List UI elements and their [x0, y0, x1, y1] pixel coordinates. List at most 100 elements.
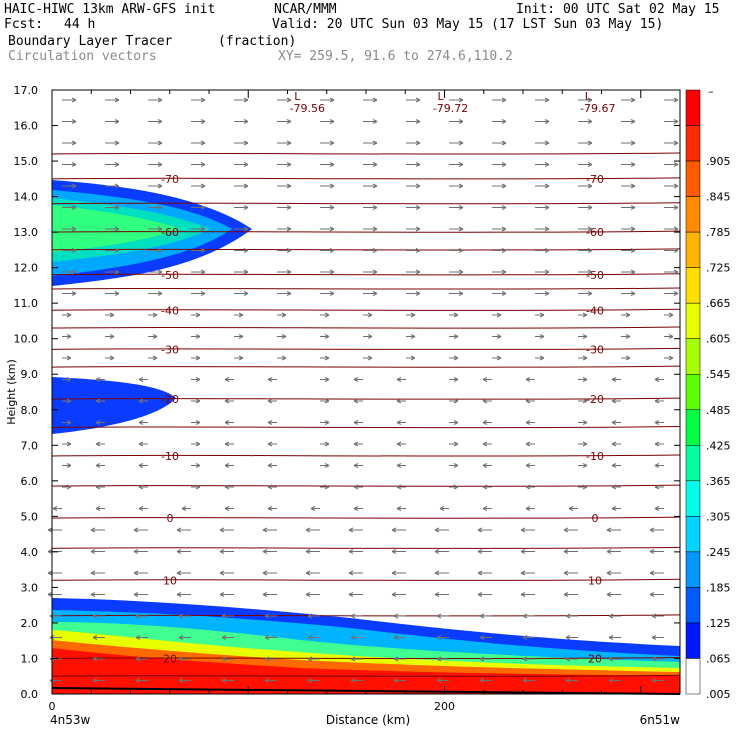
vector-arrowhead: [138, 398, 144, 404]
vector-arrowhead: [133, 570, 139, 576]
vector-arrowhead: [324, 377, 330, 382]
y-tick-label: 3.0: [21, 581, 39, 594]
contour-label: 20: [163, 652, 177, 665]
contour-label: -60: [586, 226, 604, 239]
vector-arrowhead: [92, 613, 98, 619]
vector-arrowhead: [350, 613, 356, 619]
vector-arrowhead: [267, 463, 273, 468]
vector-arrowhead: [71, 205, 77, 210]
vector-arrowhead: [66, 484, 72, 490]
vector-arrowhead: [281, 334, 287, 339]
contour-line: [51, 426, 681, 429]
vector-arrowhead: [522, 656, 528, 662]
vector-arrowhead: [367, 355, 373, 361]
vector-arrowhead: [458, 248, 464, 253]
vector-arrowhead: [66, 441, 72, 447]
vector-arrowhead: [90, 549, 96, 554]
vector-arrowhead: [243, 140, 249, 146]
contour-line: [51, 152, 681, 155]
vector-arrowhead: [243, 97, 249, 103]
vector-arrowhead: [224, 463, 230, 468]
vector-arrowhead: [649, 549, 655, 554]
vector-arrowhead: [114, 291, 120, 296]
vector-arrowhead: [195, 312, 201, 318]
vector-arrowhead: [479, 656, 485, 662]
vector-arrowhead: [329, 269, 335, 275]
vector-arrowhead: [587, 183, 593, 189]
vector-arrowhead: [458, 162, 464, 167]
colorbar-swatch: [685, 445, 701, 482]
vector-arrowhead: [135, 656, 141, 662]
vector-arrowhead: [66, 312, 72, 318]
vector-arrowhead: [286, 248, 292, 253]
vector-arrowhead: [90, 592, 96, 597]
vector-arrowhead: [281, 312, 287, 318]
vector-arrowhead: [436, 656, 442, 662]
vector-arrowhead: [539, 355, 545, 361]
vector-arrowhead: [587, 119, 593, 124]
vector-arrowhead: [563, 570, 569, 576]
vector-arrowhead: [109, 312, 115, 318]
vector-arrowhead: [625, 334, 631, 339]
vector-arrowhead: [501, 226, 507, 232]
vector-arrowhead: [649, 527, 655, 533]
vector-arrowhead: [544, 162, 550, 167]
vector-arrowhead: [608, 678, 614, 683]
vector-arrowhead: [520, 549, 526, 554]
vector-arrowhead: [630, 205, 636, 210]
contour-label: 10: [163, 574, 177, 587]
vector-arrowhead: [305, 592, 311, 597]
vector-arrowhead: [606, 527, 612, 533]
vector-arrowhead: [243, 119, 249, 124]
vector-arrowhead: [434, 592, 440, 597]
vector-arrowhead: [324, 312, 330, 318]
vector-arrowhead: [608, 613, 614, 619]
vector-arrowhead: [649, 592, 655, 597]
vector-arrowhead: [135, 678, 141, 683]
mid-tracer-blue: [52, 377, 176, 434]
vector-arrowhead: [453, 334, 459, 339]
vector-arrowhead: [329, 226, 335, 232]
vector-arrowhead: [157, 162, 163, 167]
vector-arrowhead: [95, 377, 101, 382]
vector-arrowhead: [654, 506, 660, 511]
vector-arrowhead: [396, 377, 402, 382]
vector-arrowhead: [219, 570, 225, 576]
vector-arrowhead: [630, 97, 636, 103]
vector-arrowhead: [95, 441, 101, 447]
vector-arrowhead: [224, 420, 230, 425]
vector-arrowhead: [434, 549, 440, 554]
contour-label: -60: [161, 226, 179, 239]
vector-arrowhead: [565, 635, 571, 640]
vector-arrowhead: [563, 592, 569, 597]
vector-arrowhead: [138, 506, 144, 511]
vector-arrowhead: [224, 506, 230, 511]
vector-arrowhead: [479, 678, 485, 683]
vector-arrowhead: [47, 549, 53, 554]
vector-arrowhead: [396, 420, 402, 425]
vector-arrowhead: [367, 312, 373, 318]
vector-arrowhead: [152, 355, 158, 361]
vector-arrowhead: [587, 205, 593, 210]
low-marker: L: [438, 90, 445, 103]
vector-arrowhead: [563, 527, 569, 533]
vector-arrowhead: [587, 248, 593, 253]
vector-arrowhead: [200, 269, 206, 275]
vector-arrowhead: [539, 334, 545, 339]
y-tick-label: 17.0: [14, 84, 39, 97]
vector-arrowhead: [482, 377, 488, 382]
y-tick-label: 4.0: [21, 546, 39, 559]
vector-arrowhead: [157, 119, 163, 124]
vector-arrowhead: [453, 355, 459, 361]
vector-arrowhead: [587, 269, 593, 275]
contour-label: -10: [161, 450, 179, 463]
vector-arrowhead: [479, 635, 485, 640]
vector-arrowhead: [92, 678, 98, 683]
vector-arrowhead: [238, 355, 244, 361]
y-tick-label: 1.0: [21, 652, 39, 665]
vector-arrowhead: [350, 656, 356, 662]
vector-arrowhead: [608, 656, 614, 662]
vector-arrowhead: [606, 570, 612, 576]
vector-arrowhead: [307, 613, 313, 619]
vector-arrowhead: [393, 678, 399, 683]
